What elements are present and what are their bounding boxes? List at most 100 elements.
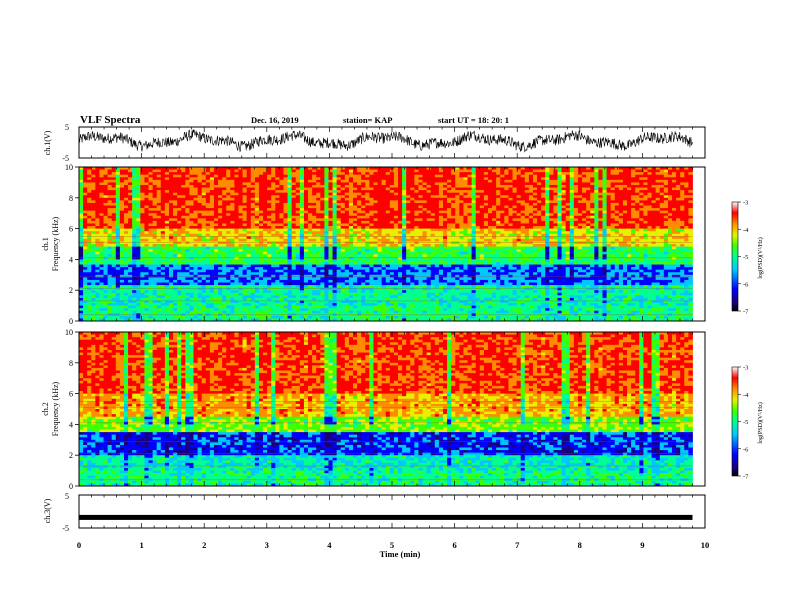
- spectrogram-cell: [123, 300, 129, 304]
- spectrogram-cell: [324, 208, 329, 212]
- spectrogram-cell: [263, 308, 268, 312]
- spectrogram-cell: [168, 249, 174, 253]
- spectrogram-cell: [197, 208, 203, 212]
- spectrogram-cell: [201, 308, 207, 312]
- spectrogram-cell: [218, 202, 223, 206]
- spectrogram-cell: [320, 218, 325, 222]
- spectrogram-cell: [152, 282, 158, 286]
- spectrogram-cell: [197, 303, 203, 306]
- spectrogram-cell: [312, 220, 317, 224]
- spectrogram-cell: [324, 223, 329, 227]
- spectrogram-cell: [250, 305, 256, 309]
- spectrogram-cell: [402, 205, 407, 209]
- spectrogram-cell: [168, 287, 174, 291]
- spectrogram-cell: [377, 231, 383, 235]
- spectrogram-cell: [156, 287, 162, 291]
- spectrogram-cell: [103, 202, 109, 206]
- spectrogram-cell: [410, 244, 415, 247]
- spectrogram-cell: [291, 215, 297, 219]
- spectrogram-cell: [209, 279, 215, 283]
- spectrogram-cell: [303, 236, 309, 240]
- spectrogram-cell: [344, 267, 350, 271]
- spectrogram-cell: [87, 228, 92, 232]
- spectrogram-cell: [361, 233, 366, 237]
- spectrogram-cell: [299, 172, 305, 176]
- spectrogram-cell: [275, 174, 280, 178]
- spectrogram-cell: [107, 308, 113, 312]
- spectrogram-cell: [303, 305, 309, 309]
- spectrogram-cell: [320, 303, 325, 306]
- spectrogram-cell: [406, 305, 411, 309]
- spectrogram-cell: [267, 236, 272, 240]
- spectrogram-cell: [222, 184, 227, 188]
- spectrogram-cell: [365, 226, 370, 229]
- spectrogram-cell: [410, 182, 415, 186]
- spectrogram-cell: [136, 244, 141, 247]
- spectrogram-cell: [132, 223, 137, 227]
- spectrogram-cell: [267, 218, 272, 222]
- spectrogram-cell: [185, 231, 190, 235]
- spectrogram-cell: [79, 210, 84, 214]
- spectrogram-cell: [222, 305, 227, 309]
- spectrogram-cell: [156, 228, 162, 232]
- spectrogram-cell: [213, 251, 219, 255]
- spectrogram-cell: [95, 210, 100, 214]
- spectrogram-cell: [152, 300, 158, 304]
- spectrogram-cell: [107, 249, 113, 253]
- spectrogram-cell: [369, 261, 374, 265]
- spectrogram-cell: [148, 233, 154, 237]
- spectrogram-cell: [398, 308, 403, 312]
- spectrogram-cell: [291, 202, 297, 206]
- spectrogram-cell: [283, 172, 288, 176]
- spectrogram-cell: [123, 233, 129, 237]
- spectrogram-cell: [189, 172, 194, 176]
- spectrogram-cell: [95, 246, 100, 250]
- spectrogram-cell: [168, 282, 174, 286]
- spectrogram-cell: [79, 226, 84, 229]
- spectrogram-cell: [410, 231, 415, 235]
- spectrogram-cell: [181, 167, 186, 170]
- spectrogram-cell: [103, 315, 109, 319]
- spectrogram-cell: [381, 295, 387, 299]
- spectrogram-cell: [128, 226, 133, 229]
- spectrogram-cell: [303, 205, 309, 209]
- spectrogram-cell: [393, 179, 399, 183]
- spectrogram-cell: [377, 223, 383, 227]
- spectrogram-cell: [79, 192, 84, 196]
- spectrogram-cell: [238, 197, 243, 201]
- spectrogram-cell: [279, 272, 284, 276]
- spectrogram-cell: [185, 272, 190, 276]
- spectrogram-cell: [181, 233, 186, 237]
- spectrogram-cell: [299, 318, 305, 322]
- spectrogram-cell: [95, 249, 100, 253]
- spectrogram-cell: [136, 192, 141, 196]
- spectrogram-cell: [111, 233, 117, 237]
- spectrogram-cell: [402, 303, 407, 306]
- spectrogram-cell: [189, 184, 194, 188]
- spectrogram-cell: [287, 192, 293, 196]
- spectrogram-cell: [283, 226, 288, 229]
- spectrogram-cell: [393, 277, 399, 281]
- spectrogram-cell: [365, 167, 370, 170]
- spectrogram-cell: [156, 254, 162, 258]
- spectrogram-cell: [230, 315, 235, 319]
- spectrogram-cell: [336, 249, 342, 253]
- spectrogram-cell: [271, 290, 276, 294]
- spectrogram-cell: [107, 210, 113, 214]
- spectrogram-cell: [218, 184, 223, 188]
- spectrogram-cell: [353, 295, 358, 299]
- spectrogram-cell: [348, 190, 354, 194]
- spectrogram-cell: [83, 220, 88, 224]
- spectrogram-cell: [218, 279, 223, 283]
- spectrogram-cell: [393, 269, 399, 273]
- spectrogram-cell: [168, 190, 174, 194]
- spectrogram-cell: [324, 167, 329, 170]
- spectrogram-cell: [254, 300, 260, 304]
- spectrogram-cell: [308, 259, 313, 263]
- spectrogram-cell: [263, 167, 268, 170]
- spectrogram-cell: [164, 264, 170, 268]
- spectrogram-cell: [99, 292, 104, 296]
- spectrogram-cell: [123, 285, 129, 289]
- spectrogram-cell: [295, 184, 301, 188]
- spectrogram-cell: [234, 213, 239, 217]
